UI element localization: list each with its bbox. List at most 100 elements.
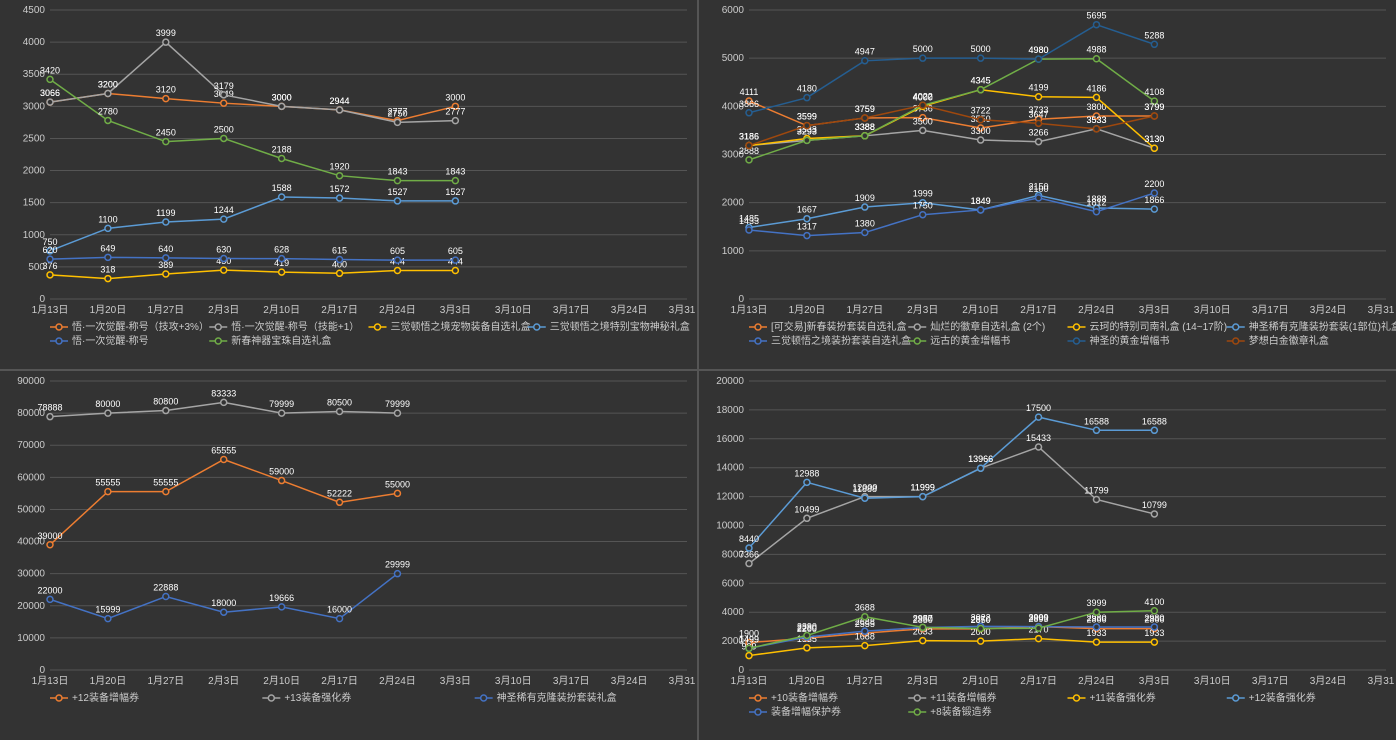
data-label: 2777 bbox=[445, 107, 465, 117]
series-marker bbox=[105, 410, 111, 416]
data-label: 11999 bbox=[911, 483, 935, 493]
series-marker bbox=[746, 143, 752, 149]
series-marker bbox=[394, 198, 400, 204]
series-marker bbox=[105, 90, 111, 96]
legend-label: 三觉顿悟之境特别宝物神秘礼盒 bbox=[550, 320, 690, 333]
data-label: 640 bbox=[158, 244, 173, 254]
x-axis-tick-label: 2月17日 bbox=[1020, 675, 1057, 687]
series-marker bbox=[1036, 636, 1042, 642]
y-axis-tick-label: 30000 bbox=[17, 569, 45, 580]
series-marker bbox=[279, 155, 285, 161]
data-label: 2500 bbox=[214, 124, 234, 134]
data-label: 615 bbox=[332, 246, 347, 256]
series-marker bbox=[1093, 94, 1099, 100]
series-marker bbox=[862, 133, 868, 139]
series-marker bbox=[1151, 427, 1157, 433]
y-axis-tick-label: 4000 bbox=[722, 607, 745, 618]
data-label: 3000 bbox=[272, 92, 292, 102]
series-marker bbox=[163, 39, 169, 45]
x-axis-tick-label: 3月31日 bbox=[1368, 675, 1396, 687]
series-marker bbox=[978, 638, 984, 644]
data-label: 4186 bbox=[1086, 83, 1106, 93]
data-label: 3722 bbox=[971, 106, 991, 116]
series-marker bbox=[452, 267, 458, 273]
y-axis-tick-label: 3000 bbox=[23, 101, 46, 112]
legend-label: +11装备强化券 bbox=[1090, 691, 1156, 704]
data-label: 78888 bbox=[37, 403, 62, 413]
legend-label: [可交易]新春装扮套装自选礼盒 bbox=[771, 320, 907, 333]
data-label: 59000 bbox=[269, 467, 294, 477]
series-marker bbox=[47, 414, 53, 420]
legend-label: +8装备锻造券 bbox=[930, 705, 991, 718]
series-marker bbox=[1093, 56, 1099, 62]
legend-label: 梦想白金徽章礼盒 bbox=[1249, 334, 1329, 347]
series-marker bbox=[221, 256, 227, 262]
y-axis-tick-label: 6000 bbox=[722, 578, 745, 589]
data-label: 39000 bbox=[37, 531, 62, 541]
legend-label: 新春神器宝珠自选礼盒 bbox=[231, 334, 331, 347]
series-marker bbox=[47, 76, 53, 82]
data-label: 2390 bbox=[797, 621, 817, 631]
y-axis-tick-label: 1500 bbox=[23, 198, 46, 209]
series-marker bbox=[746, 561, 752, 567]
data-label: 55000 bbox=[385, 479, 410, 489]
data-label: 3500 bbox=[913, 116, 933, 126]
data-label: 3999 bbox=[156, 28, 176, 38]
data-label: 52222 bbox=[327, 488, 352, 498]
series-marker bbox=[105, 276, 111, 282]
series-marker bbox=[804, 479, 810, 485]
data-label: 1244 bbox=[214, 205, 234, 215]
series-marker bbox=[163, 271, 169, 277]
y-axis-tick-label: 10000 bbox=[716, 521, 744, 532]
data-label: 65555 bbox=[211, 445, 236, 455]
data-label: 2950 bbox=[913, 613, 933, 623]
data-label: 3688 bbox=[855, 603, 875, 613]
data-label: 1317 bbox=[797, 222, 817, 232]
x-axis-tick-label: 1月27日 bbox=[846, 304, 883, 316]
data-label: 5695 bbox=[1086, 11, 1106, 21]
series-marker bbox=[978, 137, 984, 143]
x-axis-tick-label: 1月20日 bbox=[90, 304, 127, 316]
series-marker bbox=[337, 409, 343, 415]
series-marker bbox=[105, 225, 111, 231]
legend-label: 悟·一次觉醒-称号 bbox=[72, 334, 149, 347]
data-label: 1667 bbox=[797, 205, 817, 215]
series-marker bbox=[978, 465, 984, 471]
series-marker bbox=[804, 137, 810, 143]
series-marker bbox=[394, 410, 400, 416]
chart-svg: 0100002000030000400005000060000700008000… bbox=[0, 371, 697, 740]
data-label: 5288 bbox=[1144, 30, 1164, 40]
series-marker bbox=[337, 107, 343, 113]
data-label: 2750 bbox=[387, 108, 407, 118]
data-label: 1920 bbox=[330, 162, 350, 172]
series-marker bbox=[221, 135, 227, 141]
legend-label: +13装备强化券 bbox=[284, 691, 351, 704]
series-marker bbox=[920, 127, 926, 133]
series-marker bbox=[1151, 145, 1157, 151]
data-label: 1999 bbox=[913, 189, 933, 199]
data-label: 5000 bbox=[913, 44, 933, 54]
data-label: 1100 bbox=[98, 214, 117, 224]
x-axis-tick-label: 2月10日 bbox=[962, 304, 999, 316]
series-marker bbox=[452, 198, 458, 204]
data-label: 1572 bbox=[330, 184, 350, 194]
data-label: 1849 bbox=[971, 196, 991, 206]
x-axis-tick-label: 2月24日 bbox=[1078, 304, 1115, 316]
data-label: 10799 bbox=[1142, 500, 1167, 510]
data-label: 1588 bbox=[272, 183, 292, 193]
chart-panel-top-right: 01000200030004000500060001月13日1月20日1月27日… bbox=[699, 0, 1396, 369]
series-marker bbox=[221, 92, 227, 98]
series-marker bbox=[221, 267, 227, 273]
data-label: 1843 bbox=[387, 167, 407, 177]
series-marker bbox=[47, 596, 53, 602]
series-marker bbox=[1093, 427, 1099, 433]
series-marker bbox=[746, 645, 752, 651]
series-marker bbox=[47, 272, 53, 278]
data-label: 4180 bbox=[797, 84, 817, 94]
y-axis-tick-label: 6000 bbox=[722, 5, 745, 16]
series-marker bbox=[1151, 511, 1157, 517]
legend-label: +12装备增幅券 bbox=[72, 691, 139, 704]
chart-grid: 0500100015002000250030003500400045001月13… bbox=[0, 0, 1396, 740]
series-marker bbox=[1036, 414, 1042, 420]
data-label: 3759 bbox=[855, 104, 875, 114]
